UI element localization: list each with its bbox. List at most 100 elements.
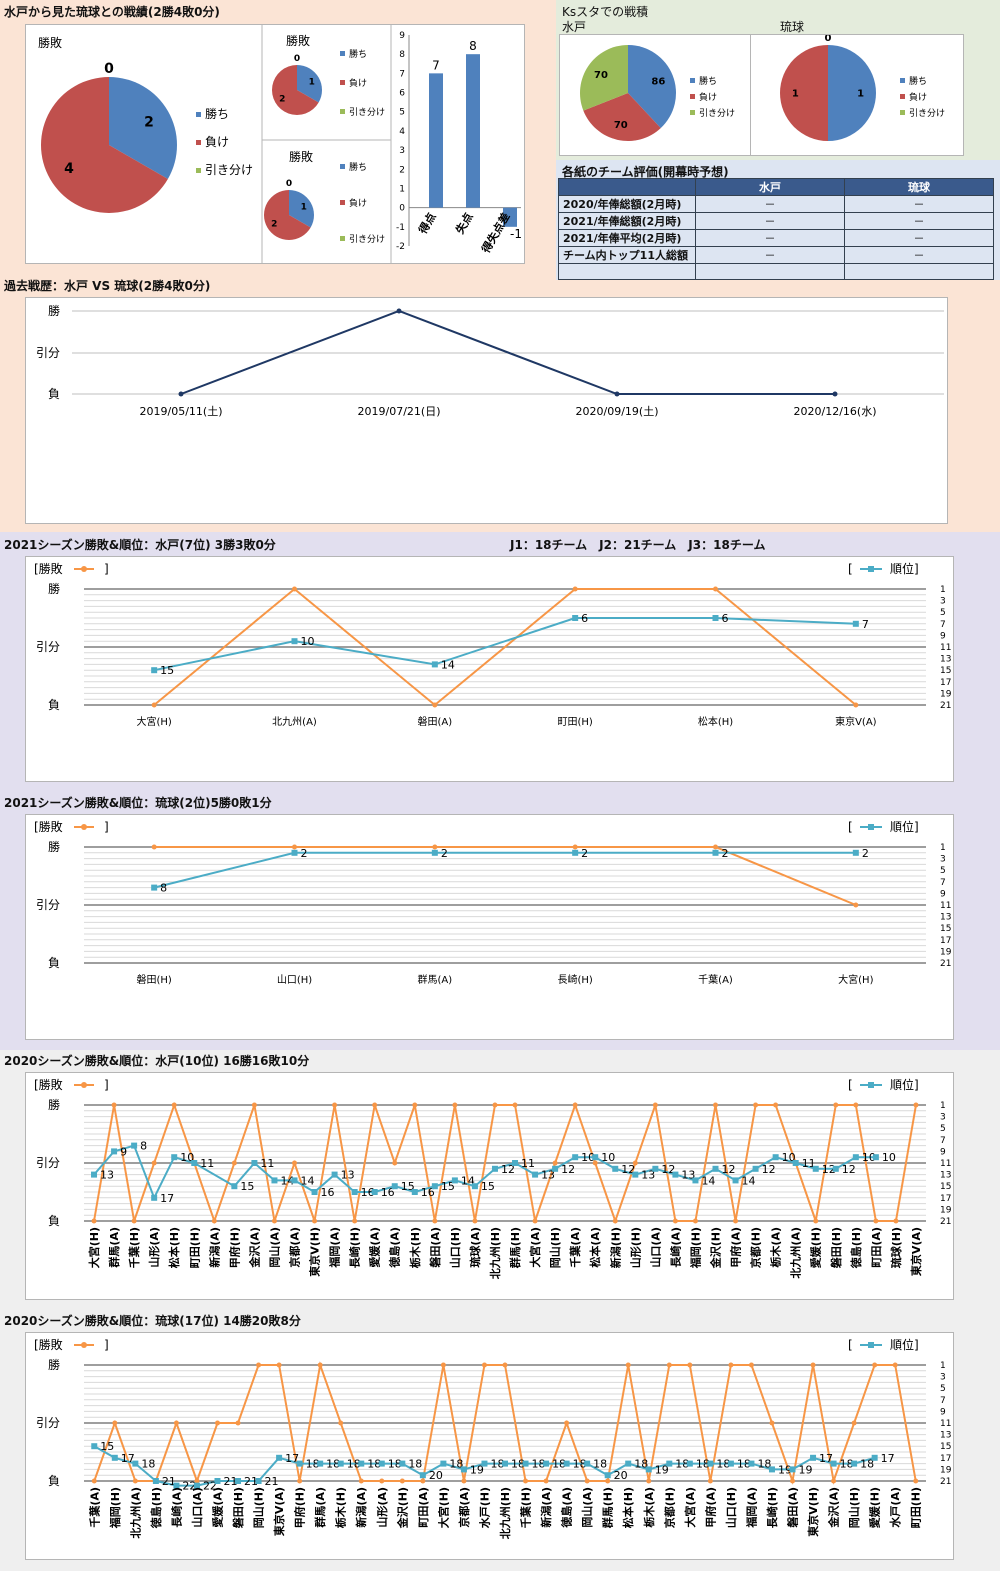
result-point [543, 1478, 549, 1484]
result-point [853, 902, 859, 908]
rank-tick-label: 3 [940, 1373, 946, 1383]
rank-legend-label: 順位] [890, 561, 919, 576]
category-label: 金沢(A) [247, 1227, 261, 1269]
h2h-point [178, 391, 184, 397]
record-pie-small-1-legend-label: 引き分け [349, 107, 385, 118]
eval-row-ryukyu: － [844, 212, 994, 230]
rank-tick-label: 5 [940, 1124, 946, 1134]
result-point [873, 1218, 879, 1224]
h2h-category-label: 2020/12/16(水) [794, 405, 877, 418]
rank-point [830, 1460, 837, 1467]
result-point [572, 586, 578, 592]
result-point [851, 1420, 857, 1426]
rank-data-label: 11 [200, 1157, 214, 1170]
rank-data-label: 14 [301, 1174, 315, 1187]
rank-tick-label: 19 [940, 947, 952, 957]
rank-tick-label: 11 [940, 1419, 951, 1429]
h2h-y-label: 勝 [48, 303, 60, 318]
rank-data-label: 10 [301, 635, 315, 648]
h2h-category-label: 2019/05/11(土) [140, 405, 223, 418]
category-label: 岡山(H) [252, 1487, 266, 1528]
result-point [151, 1160, 157, 1166]
rank-point [789, 1466, 796, 1473]
rank-point [111, 1454, 118, 1461]
rank-tick-label: 11 [940, 643, 951, 653]
result-point [733, 1218, 739, 1224]
result-point [853, 1102, 859, 1108]
category-label: 群馬(A) [313, 1487, 327, 1529]
result-point [231, 1160, 237, 1166]
result-point [392, 1160, 398, 1166]
result-y-label: 引分 [36, 1156, 60, 1170]
eval-row-ryukyu: － [844, 229, 994, 247]
rank-data-label: 18 [511, 1458, 525, 1471]
result-y-label: 勝 [48, 581, 60, 596]
rank-point [632, 1171, 639, 1178]
rank-point [111, 1148, 118, 1155]
category-label: 松本(H) [621, 1487, 635, 1528]
rank-data-label: 10 [882, 1151, 896, 1164]
result-point [432, 1218, 438, 1224]
result-y-label: 勝 [48, 1357, 60, 1372]
result-point [358, 1478, 364, 1484]
rank-point [851, 1460, 858, 1467]
eval-row-mito: － [695, 212, 845, 230]
result-point [625, 1362, 631, 1368]
rank-legend-marker [868, 824, 874, 830]
category-label: 福岡(A) [328, 1227, 342, 1269]
rank-data-label: 15 [441, 1180, 455, 1193]
category-label: 栃木(H) [408, 1227, 422, 1268]
rank-data-label: 12 [561, 1163, 575, 1176]
rank-legend-marker [868, 1342, 874, 1348]
result-point [461, 1478, 467, 1484]
rank-data-label: 18 [141, 1458, 155, 1471]
category-label: 町田(A) [870, 1227, 883, 1268]
rank-data-label: 10 [782, 1151, 796, 1164]
result-point [713, 586, 718, 592]
category-label: 金沢(H) [395, 1487, 409, 1529]
result-point [646, 1478, 652, 1484]
result-point [833, 1102, 839, 1108]
eval-row-ryukyu: － [844, 246, 994, 264]
league-note: J1：18チーム J2：21チーム J3：18チーム [510, 538, 766, 552]
rank-point [872, 1154, 879, 1161]
bar-category-label: 得失点差 [478, 210, 513, 256]
rank-point [712, 849, 719, 856]
rank-tick-label: 5 [940, 866, 946, 876]
ks-ryukyu-pie-slice [780, 45, 828, 141]
rank-tick-label: 21 [940, 701, 951, 711]
result-y-label: 負 [48, 1214, 60, 1228]
result-legend-label: [勝敗 [34, 561, 63, 576]
rank-point [451, 1177, 458, 1184]
result-point [271, 1218, 277, 1224]
rank-data-label: 12 [621, 1163, 635, 1176]
rank-data-label: 18 [388, 1458, 402, 1471]
rank-data-label: 18 [716, 1458, 730, 1471]
result-point [572, 1102, 578, 1108]
result-point [292, 586, 297, 592]
result-point [352, 1218, 358, 1224]
result-y-label: 負 [48, 956, 60, 970]
bar-tick-label: 9 [399, 31, 405, 41]
category-label: 山口(A) [190, 1487, 204, 1528]
category-label: 東京V(A) [272, 1487, 286, 1536]
category-label: 東京V(H) [806, 1487, 820, 1537]
ks-mito-pie-legend-swatch [690, 94, 695, 99]
rank-point [460, 1466, 467, 1473]
rank-tick-label: 15 [940, 1182, 951, 1192]
record-pie-small-1-data-label: 1 [309, 78, 315, 88]
result-point [584, 1478, 590, 1484]
rank-point [296, 1460, 303, 1467]
s2021-ryukyu-panel: [勝敗][順位] 1 3 5 7 9 11 13 15 17 19 21 勝引分負 8 2 2 2 2 2 磐田(H)… [25, 814, 954, 1040]
record-pie-small-2-legend-label: 勝ち [349, 161, 367, 173]
category-label: 岡山(H) [548, 1227, 562, 1268]
category-label: 徳島(A) [560, 1487, 574, 1529]
bar-tick-label: -2 [396, 242, 405, 252]
record-pie-small-2-legend-swatch [340, 164, 345, 169]
rank-point [792, 1160, 799, 1166]
category-label: 群馬(A) [107, 1227, 121, 1269]
record-pie-small-2-slice [289, 190, 314, 228]
